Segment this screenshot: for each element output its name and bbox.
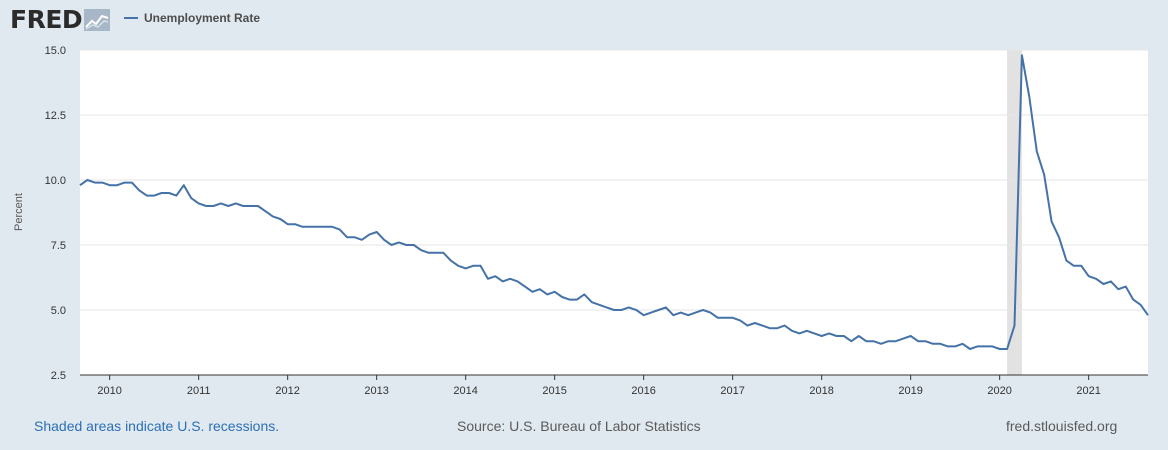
- x-tick-label: 2019: [898, 385, 922, 397]
- line-chart: 2.5 5.0 7.5 10.0 12.5 15.0 2010 2011 2012 2013 201…: [13, 45, 1149, 397]
- x-tick-label: 2014: [453, 385, 477, 397]
- series-line-unemployment-rate[interactable]: [79, 54, 1149, 350]
- x-tick-label: 2016: [631, 385, 655, 397]
- y-tick-label: 2.5: [51, 370, 66, 382]
- recession-note-link[interactable]: Shaded areas indicate U.S. recessions.: [34, 418, 280, 434]
- x-tick-label: 2020: [987, 385, 1011, 397]
- y-tick-label: 12.5: [45, 110, 66, 122]
- y-tick-label: 5.0: [51, 305, 66, 317]
- x-tick-label: 2012: [275, 385, 299, 397]
- x-tick-label: 2013: [364, 385, 388, 397]
- x-tick-label: 2018: [809, 385, 833, 397]
- x-tick-label: 2011: [187, 385, 211, 397]
- plot-area: [80, 50, 1148, 375]
- trend-chart-icon: [84, 9, 111, 31]
- y-tick-label: 15.0: [45, 45, 66, 57]
- x-tick-label: 2015: [542, 385, 566, 397]
- x-tick-label: 2021: [1076, 385, 1100, 397]
- brand-name: FRED: [10, 5, 83, 34]
- fred-logo[interactable]: FRED: [10, 5, 111, 35]
- series-layer: [79, 54, 1149, 350]
- source-text: Source: U.S. Bureau of Labor Statistics: [457, 418, 701, 434]
- y-tick-label: 10.0: [45, 175, 66, 187]
- axis-layer: 2.5 5.0 7.5 10.0 12.5 15.0 2010 2011 2012 2013 201…: [45, 45, 1148, 397]
- legend-swatch: [124, 17, 138, 19]
- y-tick-label: 7.5: [51, 240, 66, 252]
- legend-label: Unemployment Rate: [144, 11, 261, 25]
- y-axis-label: Percent: [13, 193, 25, 231]
- legend[interactable]: Unemployment Rate: [124, 11, 260, 25]
- recession-band: [1007, 50, 1022, 375]
- grid-layer: [80, 49, 1148, 311]
- x-tick-label: 2017: [720, 385, 744, 397]
- x-tick-label: 2010: [97, 385, 121, 397]
- site-link[interactable]: fred.stlouisfed.org: [1006, 418, 1118, 434]
- recession-layer: [1007, 50, 1022, 375]
